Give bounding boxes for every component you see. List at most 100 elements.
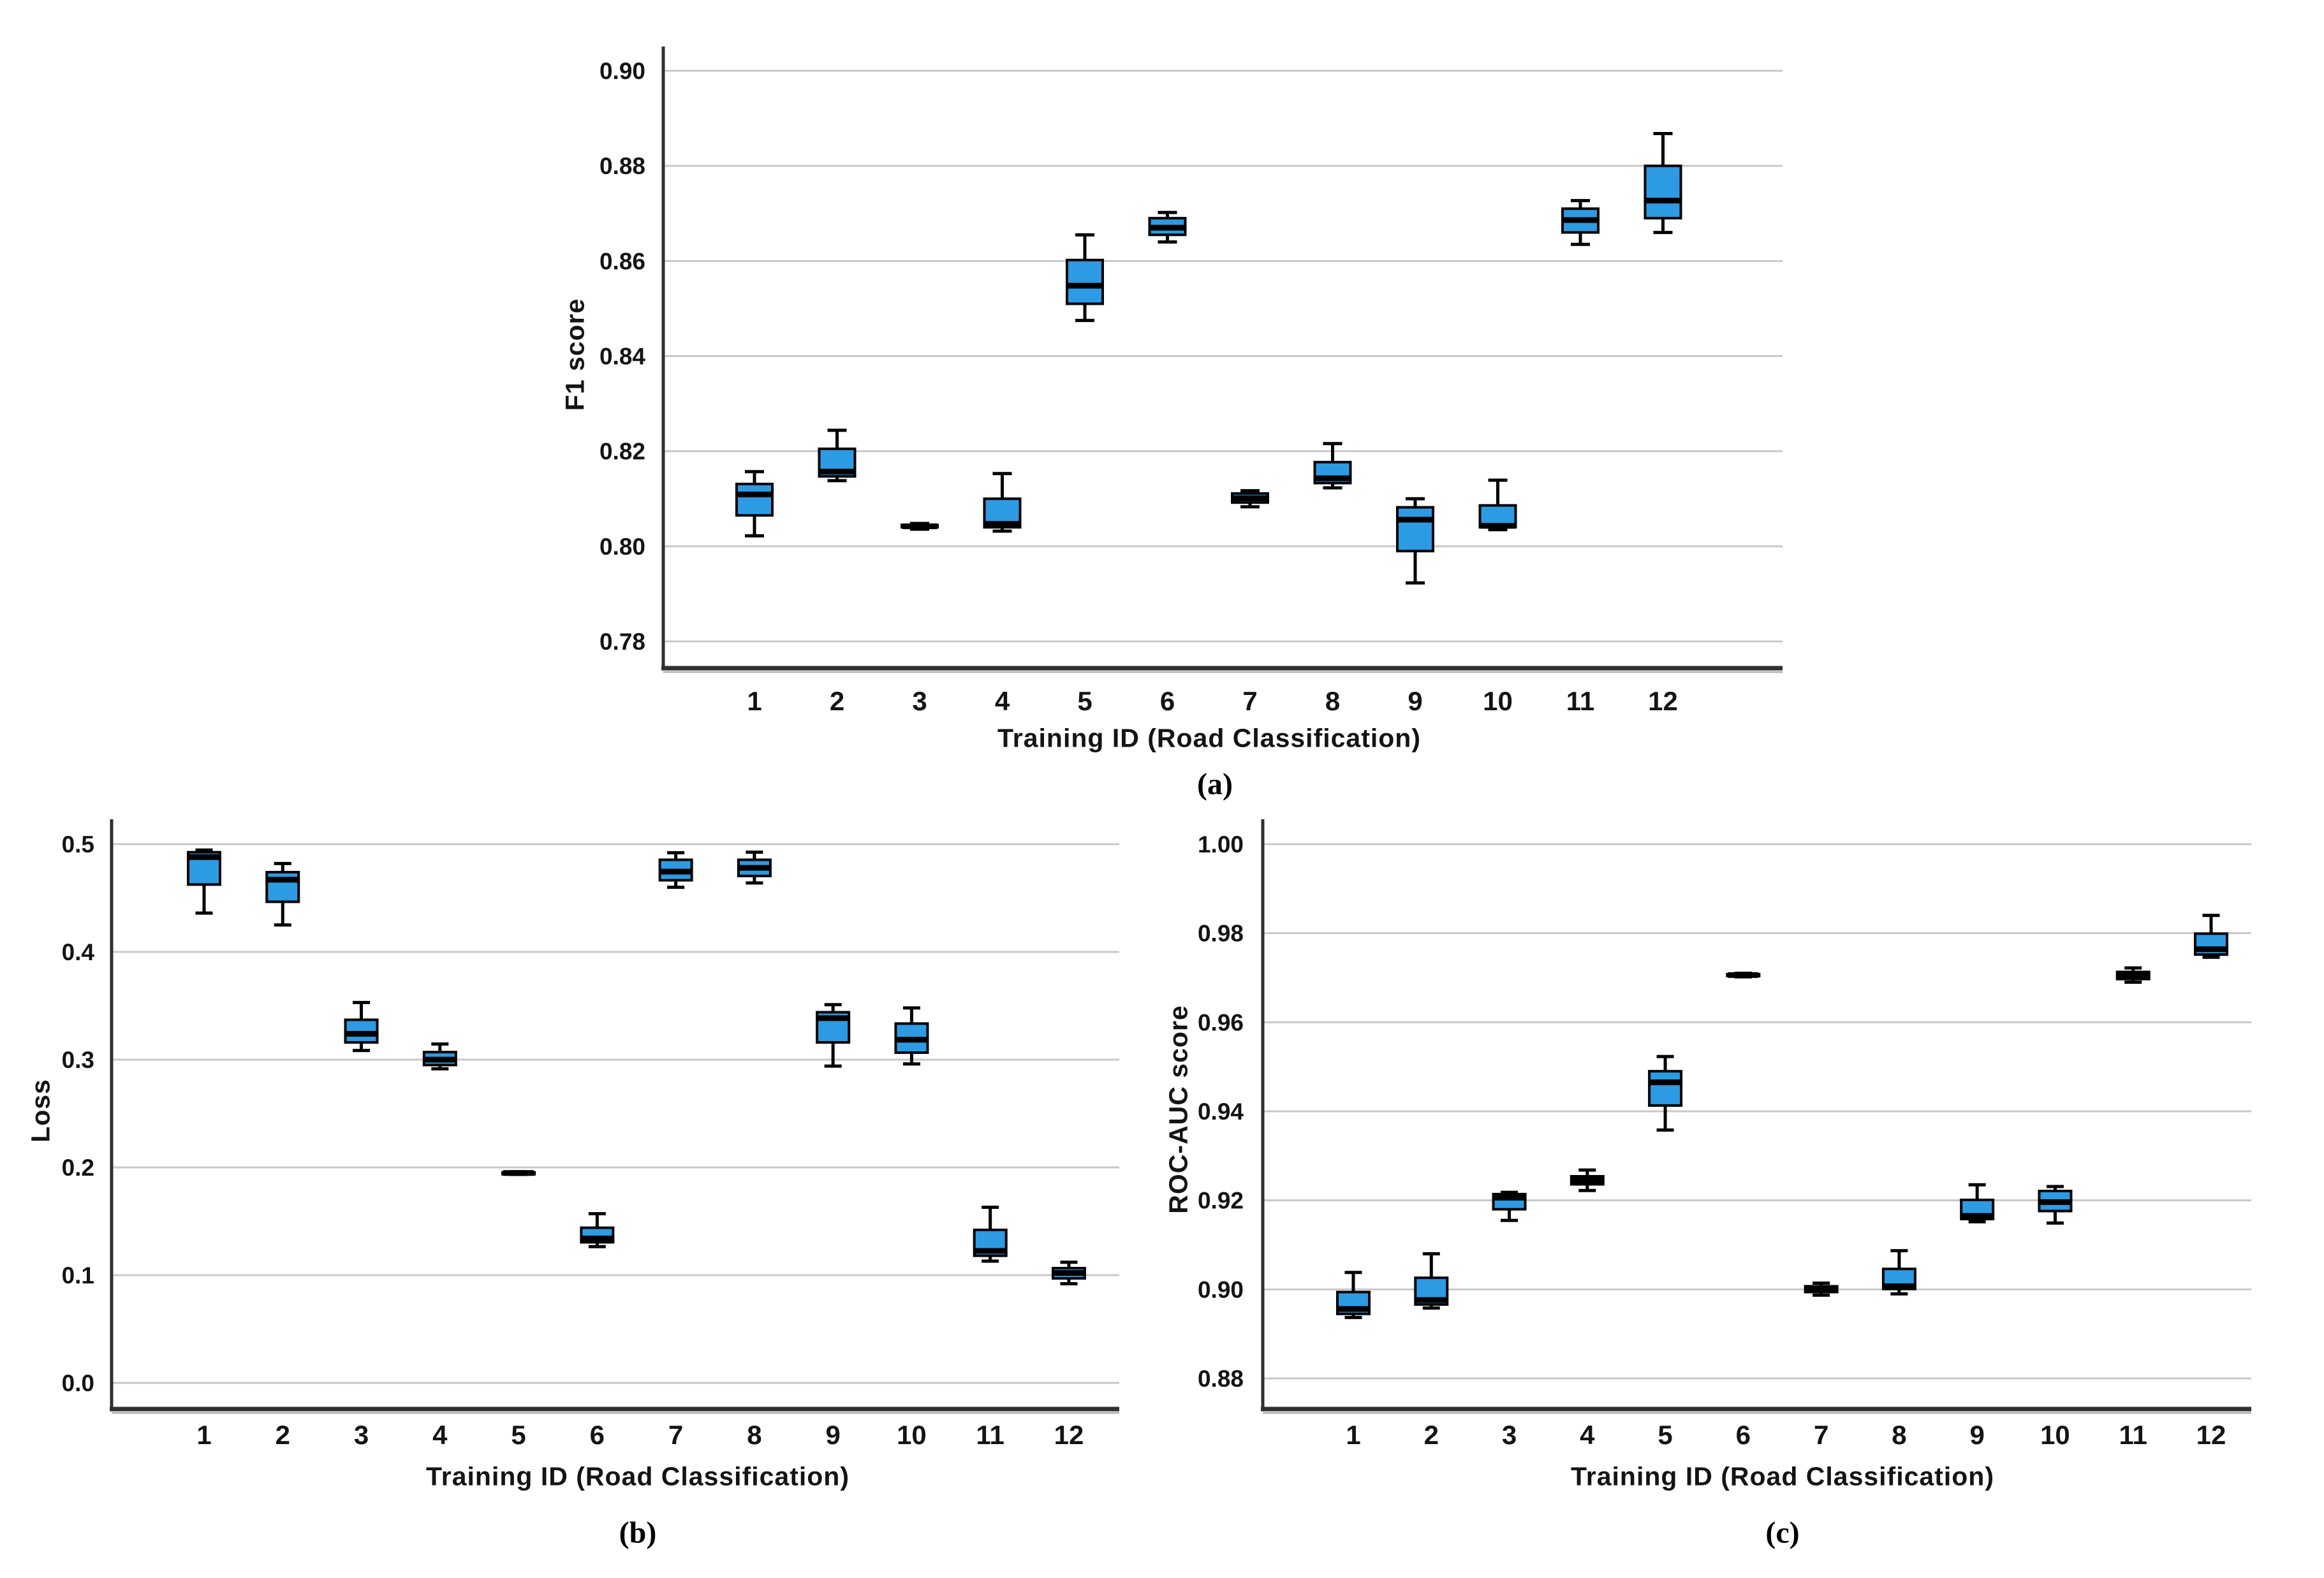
y-tick-label: 0.94 [1198, 1099, 1244, 1125]
x-tick-label: 11 [976, 1420, 1004, 1450]
median-line [1480, 523, 1515, 529]
box-training-6 [1726, 972, 1761, 979]
y-axis-label-f1-score: F1 score [560, 298, 590, 411]
box-training-2 [265, 861, 300, 927]
box-training-8 [1881, 1249, 1916, 1296]
box-training-3 [344, 1000, 379, 1053]
x-tick-label: 12 [2196, 1420, 2226, 1450]
y-tick-label: 0.88 [1198, 1366, 1244, 1392]
median-line [1563, 217, 1598, 223]
median-line [1571, 1177, 1603, 1183]
median-line [1650, 1079, 1681, 1086]
median-line [1315, 475, 1350, 481]
y-tick-label: 1.00 [1198, 831, 1244, 858]
median-line [1338, 1306, 1369, 1312]
median-line [1962, 1213, 1993, 1219]
chart-b: 0.00.10.20.30.40.51 2 3 4 5 6 7 8 9 10 11 12 [62, 819, 1119, 1450]
box-training-4 [1570, 1168, 1605, 1192]
median-line [1068, 282, 1102, 289]
median-line [424, 1056, 455, 1063]
box-training-9 [816, 1003, 851, 1068]
box-training-11 [2115, 966, 2151, 984]
box-training-10 [894, 1006, 929, 1066]
x-tick-label: 3 [1502, 1420, 1517, 1450]
box-training-10 [1478, 478, 1517, 532]
y-tick-label: 0.84 [599, 344, 645, 370]
x-tick-label: 7 [668, 1420, 683, 1450]
box-training-12 [1051, 1260, 1086, 1286]
y-tick-label: 0.88 [599, 153, 645, 179]
x-tick-label: 10 [1483, 686, 1513, 716]
x-tick-label: 5 [511, 1420, 526, 1450]
median-line [820, 469, 855, 475]
y-tick-label: 0.1 [62, 1262, 94, 1289]
box-training-6 [1148, 210, 1187, 244]
x-tick-label: 3 [912, 686, 927, 716]
y-tick-label: 0.80 [599, 534, 645, 560]
median-line [985, 521, 1020, 527]
box-training-11 [973, 1206, 1008, 1263]
box-training-3 [901, 522, 939, 531]
median-line [1645, 198, 1680, 204]
y-tick-label: 0.4 [62, 939, 95, 965]
box-training-5 [1648, 1055, 1683, 1132]
x-tick-label: 12 [1054, 1420, 1084, 1450]
iqr-box [1648, 1070, 1683, 1107]
median-line [1233, 495, 1267, 502]
box-training-4 [422, 1042, 457, 1070]
caption-b: (b) [619, 1516, 657, 1550]
median-line [737, 492, 772, 498]
box-training-2 [1414, 1252, 1449, 1310]
x-tick-label: 1 [196, 1420, 211, 1450]
x-tick-label: 2 [1424, 1420, 1439, 1450]
median-line [1728, 972, 1759, 978]
y-tick-label: 0.98 [1198, 921, 1244, 947]
chart-c: 0.880.900.920.940.960.981.001 2 3 4 5 6 7 8 9 10 1… [1198, 819, 2251, 1450]
x-axis-label-chart-b: Training ID (Road Classification) [425, 1461, 850, 1491]
y-tick-label: 0.90 [1198, 1276, 1244, 1303]
median-line [1494, 1194, 1525, 1201]
box-training-7 [1231, 489, 1269, 509]
median-line [2040, 1199, 2071, 1205]
box-training-10 [2038, 1185, 2073, 1225]
median-line [1883, 1283, 1915, 1289]
median-line [1416, 1297, 1447, 1303]
median-line [2117, 972, 2149, 978]
box-training-9 [1396, 497, 1434, 585]
median-line [1806, 1286, 1837, 1292]
x-tick-label: 7 [1814, 1420, 1828, 1450]
box-training-11 [1561, 199, 1600, 246]
box-training-5 [1066, 233, 1104, 323]
box-training-8 [1313, 442, 1352, 490]
iqr-box [1396, 506, 1434, 553]
x-tick-label: 1 [1346, 1420, 1360, 1450]
y-tick-label: 0.78 [599, 629, 645, 655]
chart-a: 0.780.800.820.840.860.880.901 2 3 4 5 6 7 8 9 10 1… [599, 47, 1783, 716]
y-tick-label: 0.96 [1198, 1009, 1244, 1035]
y-tick-label: 0.2 [62, 1155, 94, 1181]
x-tick-label: 5 [1658, 1420, 1672, 1450]
median-line [739, 865, 770, 871]
x-tick-label: 8 [1892, 1420, 1906, 1450]
x-tick-label: 6 [1736, 1420, 1751, 1450]
y-axis-label-roc-auc-score: ROC-AUC score [1163, 1005, 1193, 1214]
y-tick-label: 0.0 [62, 1370, 94, 1396]
median-line [1053, 1270, 1084, 1276]
box-training-3 [1492, 1190, 1527, 1222]
box-training-12 [2193, 914, 2228, 959]
median-line [503, 1170, 534, 1176]
median-line [896, 1037, 927, 1043]
box-training-9 [1960, 1183, 1995, 1224]
median-line [660, 868, 691, 875]
median-line [189, 854, 219, 860]
x-tick-label: 11 [2119, 1420, 2147, 1450]
box-training-1 [735, 470, 774, 537]
median-line [974, 1248, 1006, 1254]
box-training-1 [1336, 1271, 1371, 1319]
median-line [818, 1015, 849, 1021]
x-tick-label: 6 [590, 1420, 605, 1450]
y-tick-label: 0.3 [62, 1047, 94, 1073]
median-line [2195, 946, 2226, 953]
